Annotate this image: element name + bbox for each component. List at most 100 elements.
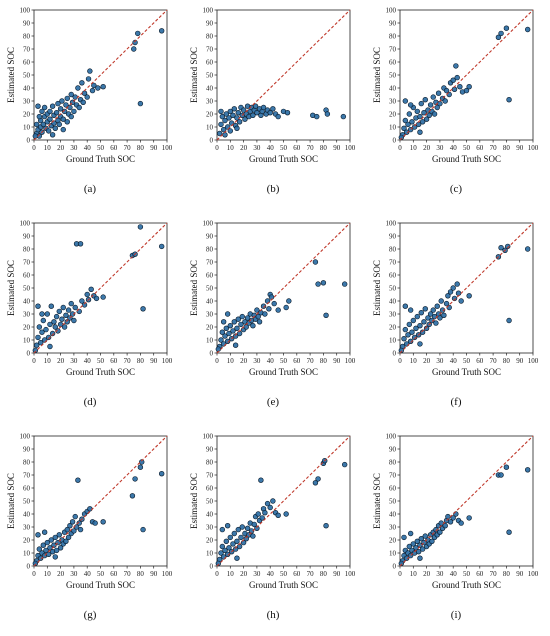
y-tick-label: 30 (206, 523, 214, 531)
data-point (438, 298, 444, 304)
x-tick-label: 90 (150, 144, 158, 152)
y-axis-label: Estimated SOC (189, 47, 199, 103)
data-point (498, 244, 504, 251)
data-point (232, 333, 239, 339)
data-point (227, 108, 233, 115)
x-axis-label: Ground Truth SOC (66, 580, 135, 590)
data-point (35, 103, 41, 109)
data-point (226, 545, 232, 551)
x-tick-label: 60 (293, 570, 301, 578)
data-point (84, 94, 90, 100)
y-axis-label: Estimated SOC (372, 47, 382, 103)
x-tick-label: 10 (227, 570, 235, 578)
x-tick-label: 50 (463, 144, 471, 152)
x-tick-label: 20 (57, 570, 65, 578)
data-point (231, 106, 237, 112)
data-point (224, 338, 231, 345)
data-point (43, 326, 49, 333)
data-point (410, 541, 416, 547)
data-point (32, 347, 39, 354)
x-tick-label: 100 (162, 570, 173, 578)
data-point (35, 303, 41, 309)
data-point (454, 74, 460, 81)
x-tick-label: 70 (490, 357, 498, 365)
y-tick-label: 100 (386, 219, 397, 227)
identity-line (399, 222, 534, 354)
data-point (235, 526, 241, 533)
data-point (61, 324, 68, 330)
data-point (222, 333, 228, 339)
data-point (250, 322, 256, 329)
data-point (315, 281, 321, 287)
x-tick-label: 20 (423, 570, 431, 578)
x-tick-label: 30 (70, 570, 78, 578)
data-point (88, 286, 94, 293)
data-point (47, 116, 53, 122)
data-point (158, 470, 165, 477)
data-point (439, 307, 446, 313)
data-point (87, 506, 93, 512)
data-point (131, 46, 137, 52)
data-point (244, 315, 251, 321)
data-point (406, 543, 413, 550)
x-tick-label: 0 (215, 144, 219, 152)
data-point (36, 324, 43, 330)
data-point (270, 106, 276, 112)
data-point (466, 293, 472, 299)
data-point (283, 511, 289, 517)
x-tick-label: 60 (293, 144, 301, 152)
data-point (75, 477, 81, 483)
y-tick-label: 70 (206, 258, 214, 266)
y-tick-label: 0 (393, 349, 397, 357)
data-point (87, 68, 93, 74)
data-points (32, 459, 165, 567)
data-point (437, 529, 443, 535)
y-tick-label: 100 (386, 6, 397, 14)
data-point (443, 300, 450, 307)
data-point (324, 111, 331, 117)
x-axis-label: Ground Truth SOC (432, 367, 501, 377)
data-point (505, 243, 511, 250)
x-tick-label: 90 (516, 570, 524, 578)
y-tick-label: 40 (206, 510, 214, 518)
x-tick-label: 0 (215, 570, 219, 578)
identity-line (399, 9, 534, 141)
y-axis-label: Estimated SOC (372, 260, 382, 316)
y-tick-label: 100 (203, 6, 214, 14)
data-point (132, 476, 138, 482)
x-tick-label: 10 (227, 144, 235, 152)
scatter-panel: 0 10 20 30 40 50 60 70 80 90 100 0 10 20 30 40 50 60 70 80 9… (0, 426, 180, 636)
x-tick-label: 50 (280, 570, 288, 578)
x-tick-label: 20 (240, 570, 248, 578)
identity-line (216, 435, 351, 567)
scatter-plot: 0 10 20 30 40 50 60 70 80 90 100 0 10 20 30 40 50 60 70 80 9… (6, 6, 173, 164)
x-tick-label: 60 (110, 144, 118, 152)
data-point (421, 109, 427, 116)
data-point (268, 294, 275, 300)
x-tick-label: 30 (436, 144, 444, 152)
x-tick-label: 10 (227, 357, 235, 365)
data-point (498, 472, 504, 478)
y-tick-label: 0 (27, 562, 31, 570)
data-point (450, 515, 456, 521)
y-tick-label: 20 (206, 110, 214, 118)
data-point (267, 504, 273, 511)
data-point (231, 530, 237, 537)
data-point (218, 550, 224, 556)
x-tick-label: 100 (528, 357, 539, 365)
identity-line (216, 9, 351, 141)
data-point (254, 307, 260, 313)
y-tick-label: 40 (206, 84, 214, 92)
x-tick-label: 70 (124, 357, 132, 365)
data-point (230, 541, 236, 547)
data-point (275, 512, 281, 519)
data-point (57, 545, 64, 551)
data-point (137, 100, 144, 107)
data-point (262, 311, 268, 317)
data-point (43, 547, 49, 554)
y-tick-label: 30 (23, 97, 31, 105)
y-tick-label: 100 (20, 6, 31, 14)
data-point (312, 259, 319, 265)
data-point (312, 480, 319, 486)
panel-caption: (b) (266, 183, 280, 195)
